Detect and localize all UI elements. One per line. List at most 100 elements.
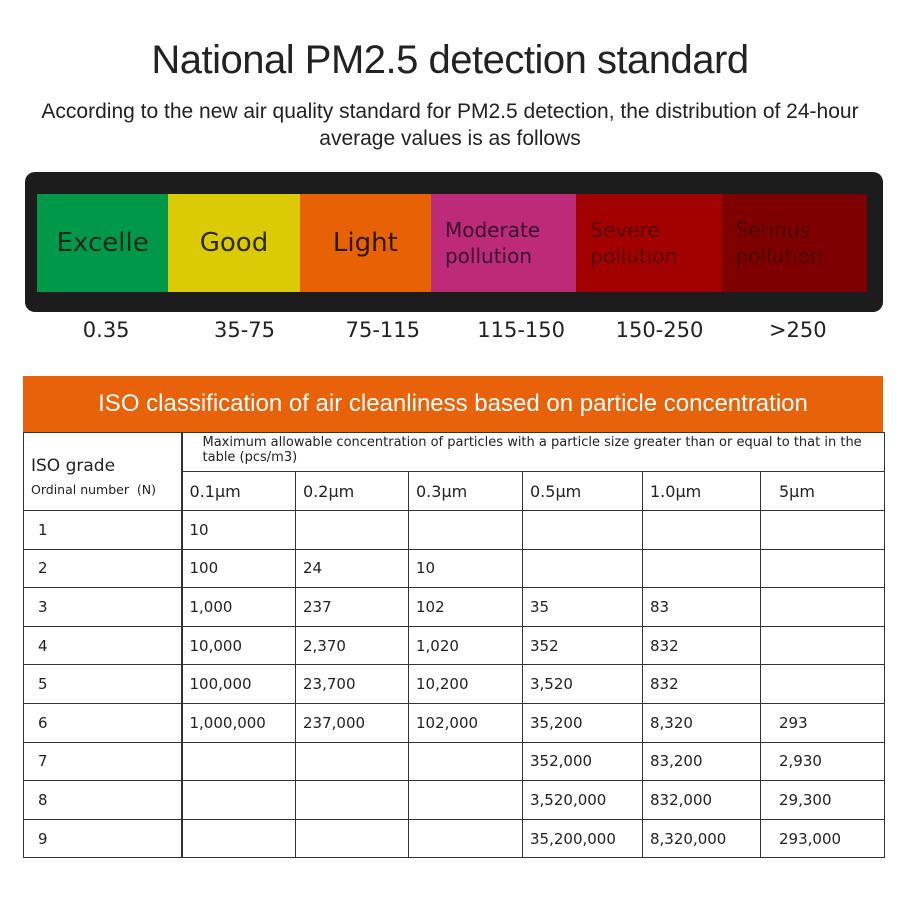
grade-subheader-label: Ordinal number (N) [31,482,157,497]
scale-segment-good: Good [168,194,300,292]
concentration-cell [181,818,296,859]
concentration-cell: 29,300 [759,780,886,820]
iso-grade-cell: 5 [23,664,183,704]
pm25-scale-ranges: 0.35 35-75 75-115 115-150 150-250 >250 [37,318,867,346]
iso-grade-cell: 6 [23,702,183,743]
concentration-cell [759,625,886,666]
table-row: 9 35,200,000 8,320,000 293,000 [23,818,886,859]
concentration-cell: 2,370 [295,625,409,666]
concentration-cell [295,741,409,782]
concentration-cell [642,510,761,550]
scale-segment-serious: Serious pollution [721,194,867,292]
scale-range-severe: 150-250 [615,318,704,342]
scale-segment-excellent: Excelle [37,194,169,292]
concentration-cell [295,510,409,550]
concentration-cell: 237,000 [295,702,409,743]
concentration-cell: 35,200,000 [522,818,643,859]
column-header: 5μm [759,471,886,511]
iso-grade-cell: 7 [23,741,183,782]
concentration-cell: 102,000 [408,702,523,743]
table-row: 6 1,000,000 237,000 102,000 35,200 8,320 293 [23,702,886,743]
iso-grade-cell: 4 [23,625,183,666]
iso-table-title: ISO classification of air cleanliness ba… [23,376,883,432]
concentration-description: Maximum allowable concentration of parti… [180,432,886,472]
column-header: 0.1μm [181,471,296,511]
concentration-cell [759,664,886,704]
concentration-cell: 237 [295,587,409,627]
concentration-cell: 24 [295,548,409,589]
concentration-cell: 8,320,000 [642,818,761,859]
page-title: National PM2.5 detection standard [151,38,749,82]
concentration-cell: 832,000 [642,780,761,820]
concentration-cell [408,510,523,550]
concentration-cell: 10,000 [181,625,296,666]
concentration-cell [408,780,523,820]
concentration-cell [522,548,643,589]
table-row: 8 3,520,000 832,000 29,300 [23,780,886,820]
pm25-scale-bar: Excelle Good Light Moderate pollution Se… [37,194,867,292]
page-subtitle: According to the new air quality standar… [41,100,859,150]
concentration-cell [522,510,643,550]
iso-grade-cell: 2 [23,548,183,589]
concentration-cell: 832 [642,664,761,704]
column-header: 1.0μm [642,471,761,511]
concentration-cell: 10 [181,510,296,550]
table-header-row: ISO grade Ordinal number (N) Maximum all… [23,432,886,511]
column-header: 0.5μm [522,471,643,511]
scale-segment-moderate: Moderate pollution [430,194,577,292]
concentration-cell: 100 [181,548,296,589]
concentration-cell: 293,000 [759,818,886,859]
concentration-cell [181,741,296,782]
scale-range-moderate: 115-150 [477,318,566,342]
concentration-cell: 83 [642,587,761,627]
table-body: 1 10 2 100 24 10 3 1,000 237 102 35 83 4 10,000 2,370 1… [23,510,886,859]
scale-range-excellent: 0.35 [82,318,130,342]
scale-segment-light: Light [299,194,431,292]
concentration-cell: 352 [522,625,643,666]
grade-header-label: ISO grade [31,456,116,476]
concentration-cell: 3,520 [522,664,643,704]
concentration-cell: 100,000 [181,664,296,704]
concentration-cell: 3,520,000 [522,780,643,820]
concentration-cell: 10,200 [408,664,523,704]
table-row: 3 1,000 237 102 35 83 [23,587,886,627]
concentration-cell [759,548,886,589]
column-header: 0.2μm [295,471,409,511]
scale-range-good: 35-75 [213,318,275,342]
column-header: 0.3μm [408,471,523,511]
iso-grade-cell: 3 [23,587,183,627]
concentration-cell: 35,200 [522,702,643,743]
iso-grade-cell: 8 [23,780,183,820]
table-row: 2 100 24 10 [23,548,886,589]
grade-column-header: ISO grade Ordinal number (N) [23,432,183,511]
concentration-cell: 1,000,000 [181,702,296,743]
scale-range-light: 75-115 [345,318,421,342]
concentration-cell: 832 [642,625,761,666]
concentration-cell: 83,200 [642,741,761,782]
scale-range-serious: >250 [768,318,827,342]
concentration-cell [759,587,886,627]
concentration-cell: 1,020 [408,625,523,666]
concentration-cell: 1,000 [181,587,296,627]
table-row: 4 10,000 2,370 1,020 352 832 [23,625,886,666]
concentration-cell: 35 [522,587,643,627]
table-row: 1 10 [23,510,886,550]
concentration-cell [759,510,886,550]
iso-classification-table: ISO grade Ordinal number (N) Maximum all… [23,432,886,859]
table-row: 7 352,000 83,200 2,930 [23,741,886,782]
concentration-cell: 2,930 [759,741,886,782]
table-row: 5 100,000 23,700 10,200 3,520 832 [23,664,886,704]
concentration-cell: 352,000 [522,741,643,782]
concentration-cell: 8,320 [642,702,761,743]
concentration-cell: 102 [408,587,523,627]
concentration-cell [295,818,409,859]
concentration-cell [408,818,523,859]
particle-size-header-row: 0.1μm 0.2μm 0.3μm 0.5μm 1.0μm 5μm [24,471,886,511]
iso-grade-cell: 9 [23,818,183,859]
scale-segment-severe: Severe pollution [576,194,722,292]
iso-grade-cell: 1 [23,510,183,550]
concentration-cell: 10 [408,548,523,589]
concentration-cell [408,741,523,782]
pm25-scale-frame: Excelle Good Light Moderate pollution Se… [25,172,883,312]
concentration-cell: 293 [759,702,886,743]
